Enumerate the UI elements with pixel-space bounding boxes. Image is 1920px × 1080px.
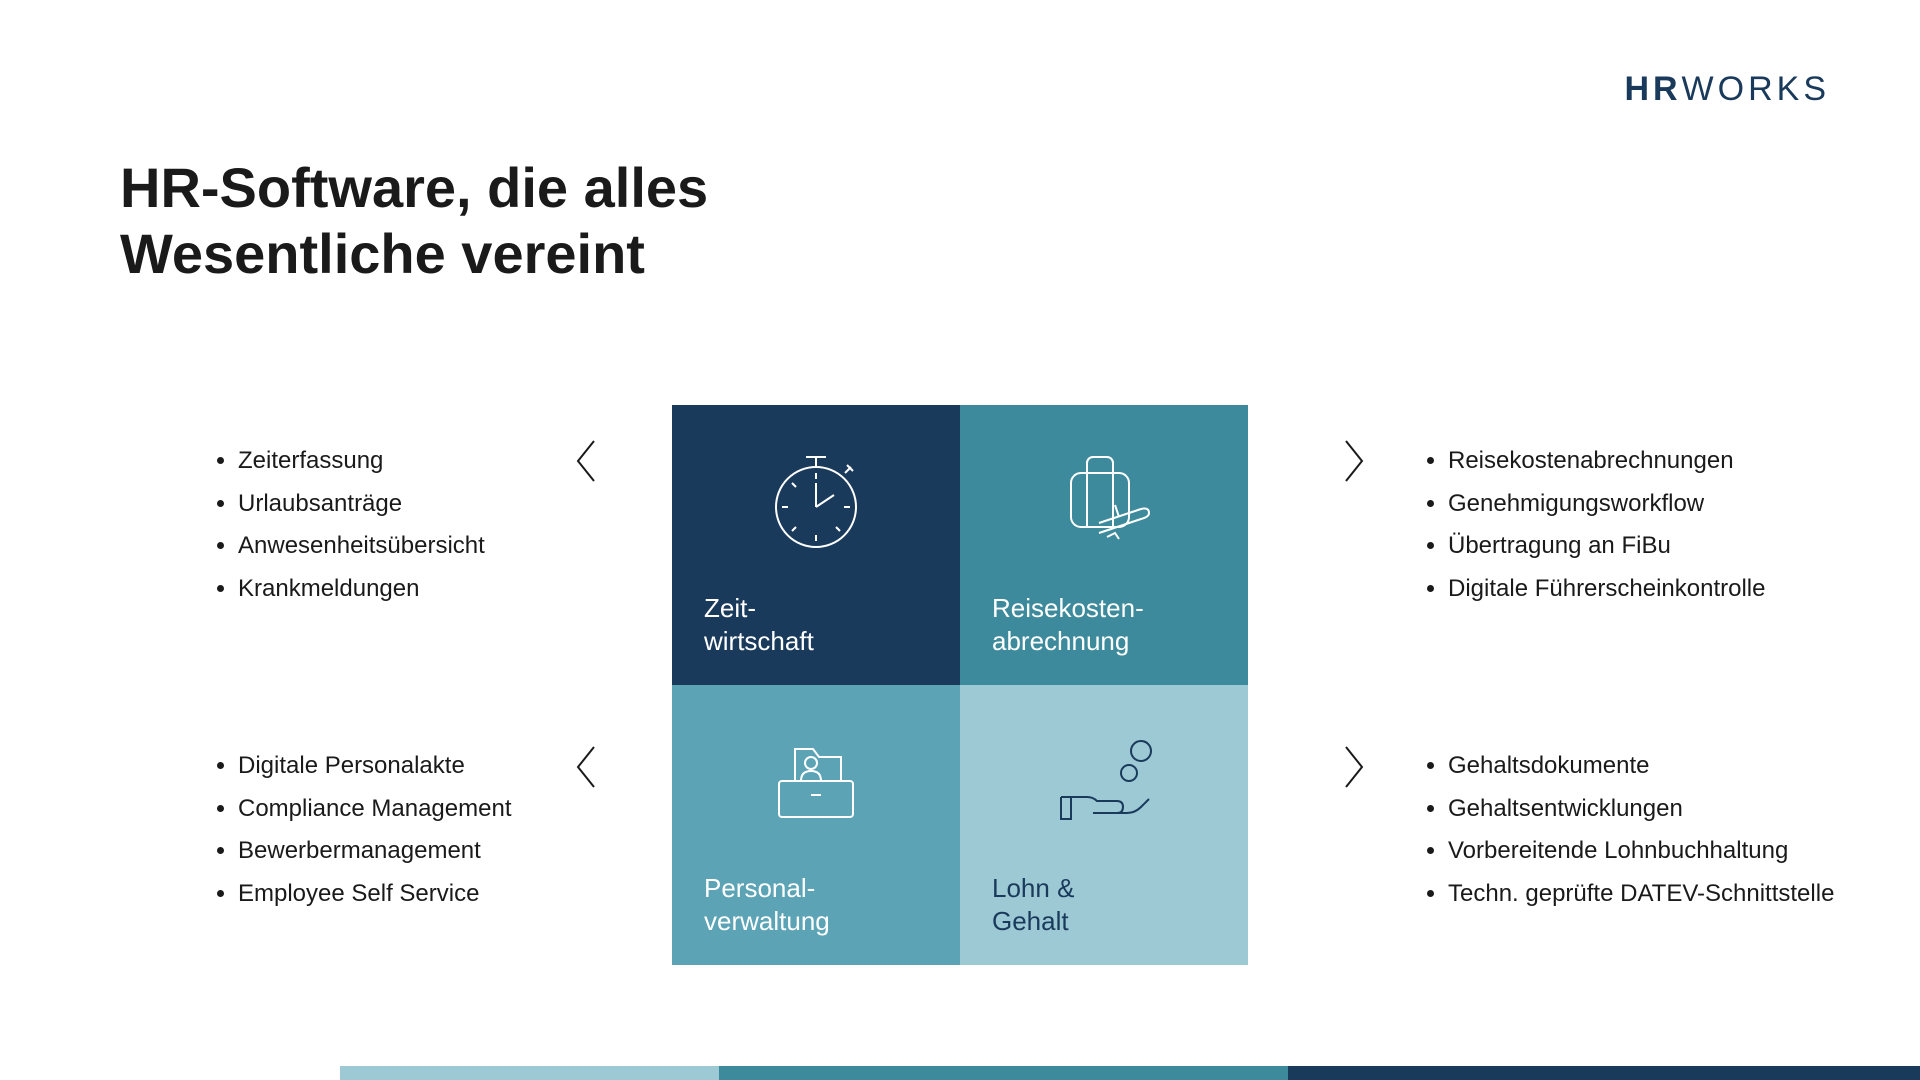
feature-item: Techn. geprüfte DATEV-Schnittstelle: [1448, 873, 1850, 916]
tile-lohn-gehalt: Lohn & Gehalt: [960, 685, 1248, 965]
feature-item: Employee Self Service: [238, 873, 640, 916]
tile-reisekosten: Reisekosten- abrechnung: [960, 405, 1248, 685]
page-headline: HR-Software, die alles Wesentliche verei…: [120, 155, 708, 287]
feature-item: Reisekostenabrechnungen: [1448, 440, 1850, 483]
chevron-left-icon: [572, 437, 600, 485]
chevron-right-icon: [1340, 743, 1368, 791]
footer-accent-bar: [340, 1066, 1920, 1080]
feature-item: Gehaltsdokumente: [1448, 745, 1850, 788]
feature-item: Digitale Führerscheinkontrolle: [1448, 568, 1850, 611]
feature-item: Vorbereitende Lohnbuchhaltung: [1448, 830, 1850, 873]
feature-item: Krankmeldungen: [238, 568, 640, 611]
feature-item: Anwesenheitsübersicht: [238, 525, 640, 568]
tile-title: Reisekosten- abrechnung: [992, 592, 1216, 657]
tile-title: Zeit- wirtschaft: [704, 592, 928, 657]
tile-zeitwirtschaft: Zeit- wirtschaft: [672, 405, 960, 685]
feature-item: Bewerbermanagement: [238, 830, 640, 873]
logo-light: WORKS: [1682, 70, 1830, 108]
tile-title: Lohn & Gehalt: [992, 872, 1216, 937]
feature-item: Gehaltsentwicklungen: [1448, 788, 1850, 831]
hand-coins-icon: [992, 713, 1216, 835]
folder-person-icon: [704, 713, 928, 835]
tile-title: Personal- verwaltung: [704, 872, 928, 937]
features-lohn-gehalt: GehaltsdokumenteGehaltsentwicklungenVorb…: [1420, 745, 1850, 916]
brand-logo: HRWORKS: [1624, 70, 1830, 109]
chevron-right-icon: [1340, 437, 1368, 485]
footer-seg-1: [340, 1066, 719, 1080]
feature-quad: Zeit- wirtschaft Reisekosten- abrechnung: [672, 405, 1248, 965]
stopwatch-icon: [704, 433, 928, 555]
feature-item: Compliance Management: [238, 788, 640, 831]
features-reisekosten: ReisekostenabrechnungenGenehmigungsworkf…: [1420, 440, 1850, 611]
footer-seg-2: [719, 1066, 1288, 1080]
tile-personalverwaltung: Personal- verwaltung: [672, 685, 960, 965]
content-area: ZeiterfassungUrlaubsanträgeAnwesenheitsü…: [0, 405, 1920, 965]
chevron-left-icon: [572, 743, 600, 791]
suitcase-plane-icon: [992, 433, 1216, 555]
feature-item: Urlaubsanträge: [238, 483, 640, 526]
footer-seg-3: [1288, 1066, 1920, 1080]
feature-item: Übertragung an FiBu: [1448, 525, 1850, 568]
logo-bold: HR: [1624, 70, 1681, 108]
feature-item: Genehmigungsworkflow: [1448, 483, 1850, 526]
